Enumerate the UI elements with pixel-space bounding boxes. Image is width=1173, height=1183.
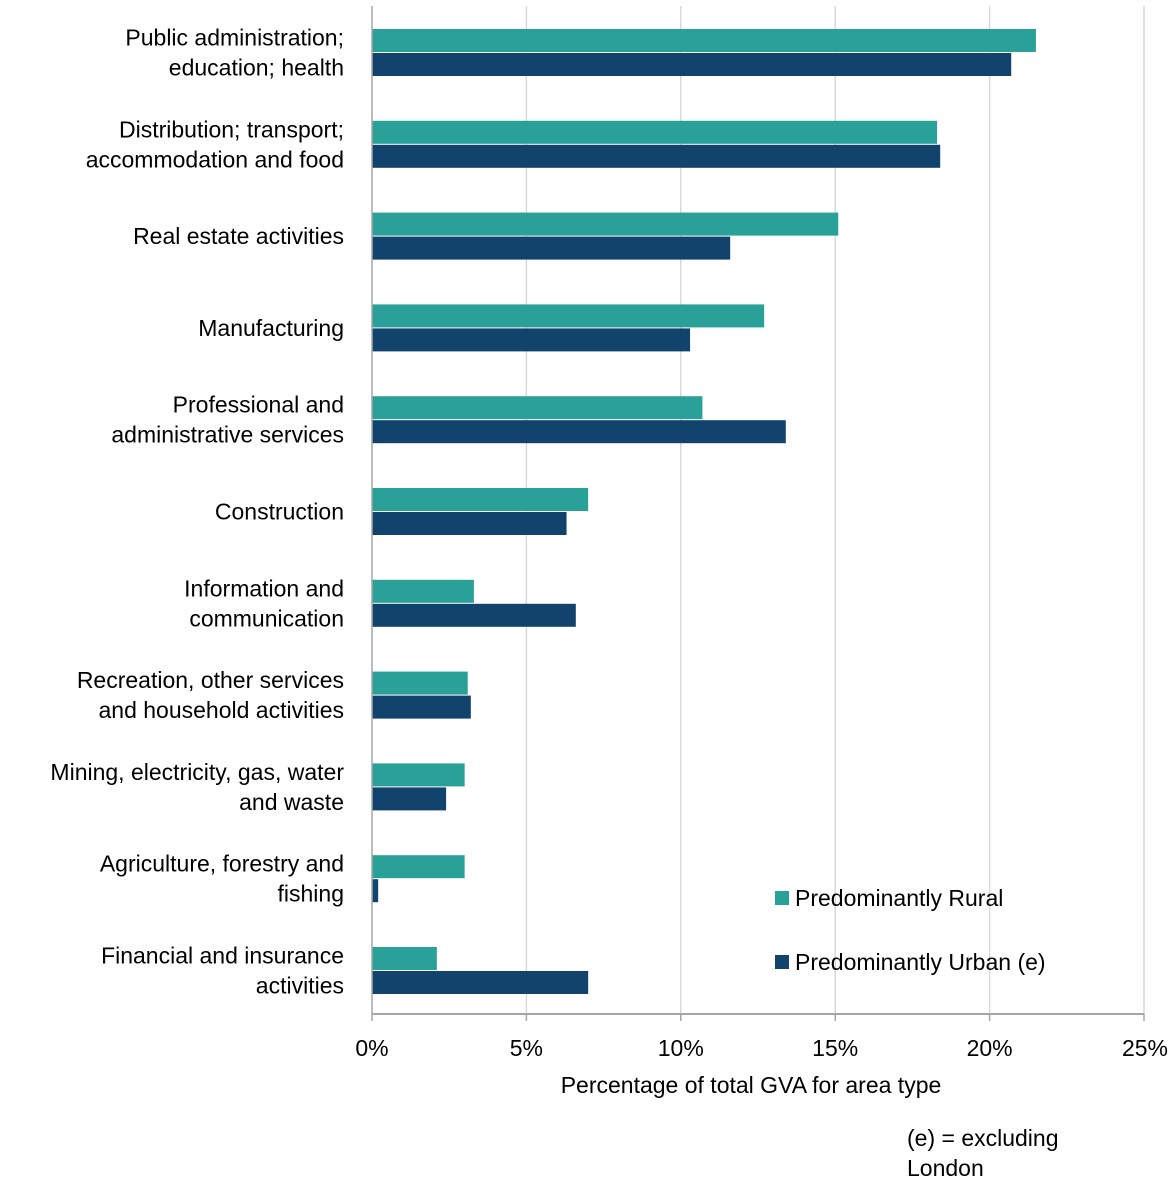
bar-rural — [372, 304, 765, 328]
bar-urban — [372, 420, 786, 444]
bar-urban — [372, 328, 691, 352]
bar-rural — [372, 855, 465, 879]
footnote: (e) = excluding London — [907, 1125, 1059, 1181]
legend: Predominantly Rural Predominantly Urban (… — [775, 885, 1046, 975]
bar-urban — [372, 603, 576, 627]
x-tick-label: 0% — [355, 1035, 388, 1061]
bar-urban — [372, 236, 731, 260]
bar-rural — [372, 396, 703, 420]
category-label: Mining, electricity, gas, water and waste — [50, 759, 344, 815]
gridlines — [525, 6, 1145, 1014]
bar-urban — [372, 879, 379, 903]
category-label: Information and communication — [184, 575, 344, 631]
x-axis: 0% 5% 10% 15% 20% 25% — [355, 6, 1168, 1061]
category-labels: Public administration; education; health D… — [50, 25, 344, 999]
bar-rural — [372, 488, 589, 511]
legend-label-rural: Predominantly Rural — [795, 885, 1003, 911]
bar-rural — [372, 671, 468, 695]
category-label: Real estate activities — [133, 223, 344, 249]
legend-swatch-rural — [775, 891, 789, 905]
category-label: Public administration; education; health — [125, 25, 344, 81]
bars — [372, 29, 1036, 994]
bar-rural — [372, 763, 465, 787]
bar-urban — [372, 512, 567, 535]
bar-urban — [372, 695, 471, 719]
x-axis-title: Percentage of total GVA for area type — [561, 1072, 942, 1098]
bar-rural — [372, 212, 839, 236]
bar-urban — [372, 787, 447, 811]
category-label: Distribution; transport; accommodation an… — [86, 116, 344, 172]
category-label: Manufacturing — [198, 315, 344, 341]
category-label: Financial and insurance activities — [101, 943, 344, 999]
x-tick-label: 15% — [812, 1035, 858, 1061]
bar-rural — [372, 120, 938, 144]
category-label: Recreation, other services and household … — [77, 667, 344, 723]
bar-urban — [372, 53, 1012, 76]
footnote-text: (e) = excluding London — [907, 1125, 1059, 1181]
bar-rural — [372, 947, 437, 970]
bar-urban — [372, 144, 941, 168]
category-label: Professional and administrative services — [111, 392, 344, 448]
category-label: Construction — [215, 499, 344, 525]
bar-rural — [372, 579, 474, 603]
legend-swatch-urban — [775, 955, 789, 969]
x-tick-label: 10% — [658, 1035, 704, 1061]
bar-urban — [372, 971, 589, 994]
legend-label-urban: Predominantly Urban (e) — [795, 949, 1046, 975]
category-label: Agriculture, forestry and fishing — [100, 851, 344, 907]
x-tick-label: 20% — [967, 1035, 1013, 1061]
bar-rural — [372, 29, 1036, 52]
x-tick-label: 5% — [510, 1035, 543, 1061]
x-tick-label: 25% — [1122, 1035, 1168, 1061]
